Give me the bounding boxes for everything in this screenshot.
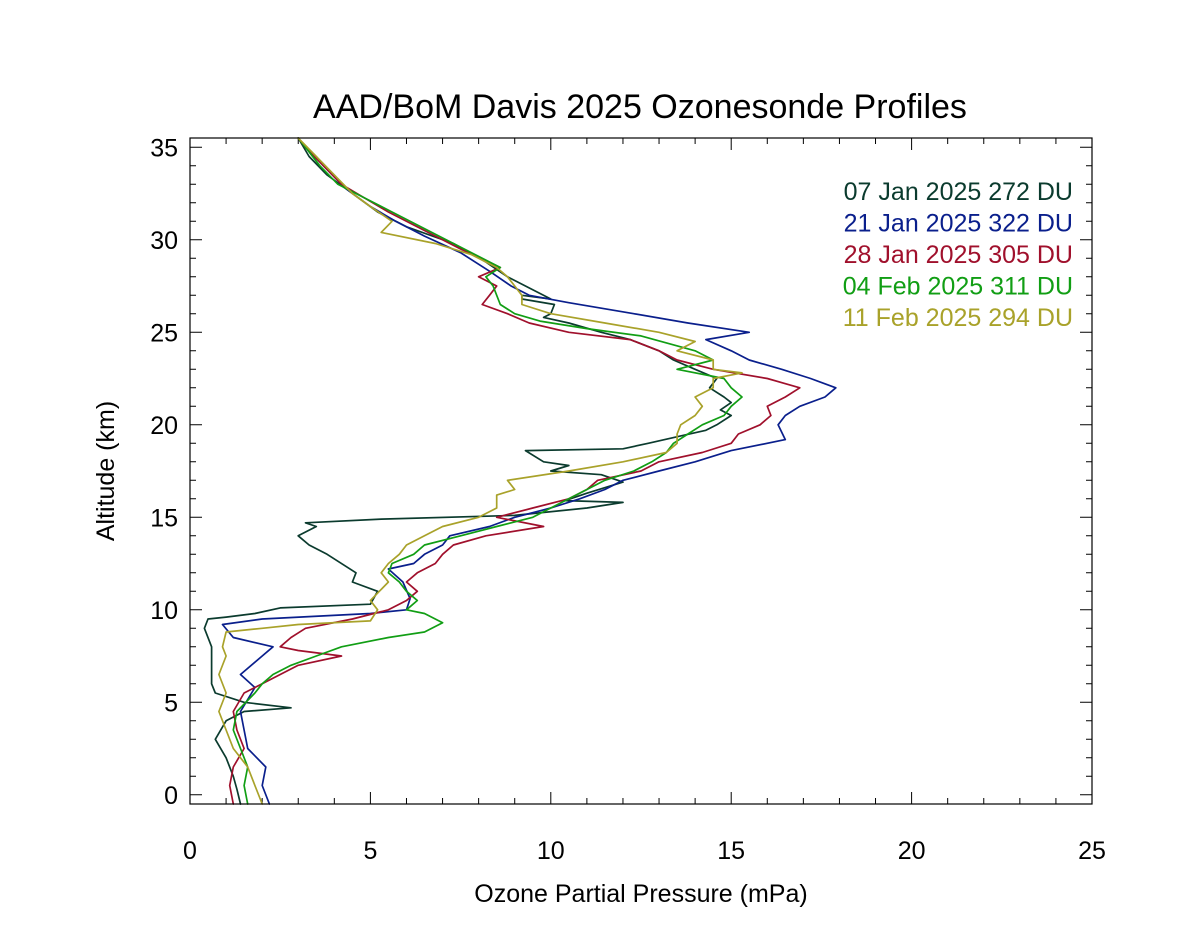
series-line-4: [232, 137, 743, 805]
y-tick-label: 15: [150, 504, 178, 532]
plot-area: [203, 137, 837, 805]
y-tick-label: 25: [150, 319, 178, 347]
legend-entry: 21 Jan 2025 322 DU: [844, 210, 1073, 238]
series-line-3: [228, 137, 801, 805]
x-tick-label: 0: [183, 837, 197, 865]
y-tick-label: 0: [164, 782, 178, 810]
y-tick-label: 10: [150, 597, 178, 625]
y-axis-label: Altitude (km): [92, 401, 120, 541]
legend-entry: 04 Feb 2025 311 DU: [843, 273, 1073, 301]
y-tick-label: 35: [150, 134, 178, 162]
series-line-1: [203, 137, 733, 805]
x-tick-label: 5: [363, 837, 377, 865]
tick-labels: 0 5 10 15 20 25 0 5 10 15 20 25 30 35: [150, 134, 1106, 865]
y-tick-label: 20: [150, 412, 178, 440]
plot-frame: [189, 137, 1093, 805]
legend: 07 Jan 2025 272 DU 21 Jan 2025 322 DU 28 J…: [843, 178, 1073, 332]
legend-entry: 28 Jan 2025 305 DU: [844, 241, 1073, 269]
y-tick-label: 5: [164, 689, 178, 717]
x-axis-label: Ozone Partial Pressure (mPa): [474, 880, 807, 908]
x-tick-label: 15: [717, 837, 745, 865]
series-line-2: [221, 137, 837, 805]
series-line-5: [218, 137, 743, 805]
legend-entry: 07 Jan 2025 272 DU: [844, 178, 1073, 206]
y-tick-label: 30: [150, 227, 178, 255]
x-tick-label: 10: [537, 837, 565, 865]
legend-entry: 11 Feb 2025 294 DU: [843, 304, 1073, 332]
x-tick-label: 25: [1078, 837, 1106, 865]
x-tick-label: 20: [898, 837, 926, 865]
chart-title: AAD/BoM Davis 2025 Ozonesonde Profiles: [313, 88, 967, 126]
